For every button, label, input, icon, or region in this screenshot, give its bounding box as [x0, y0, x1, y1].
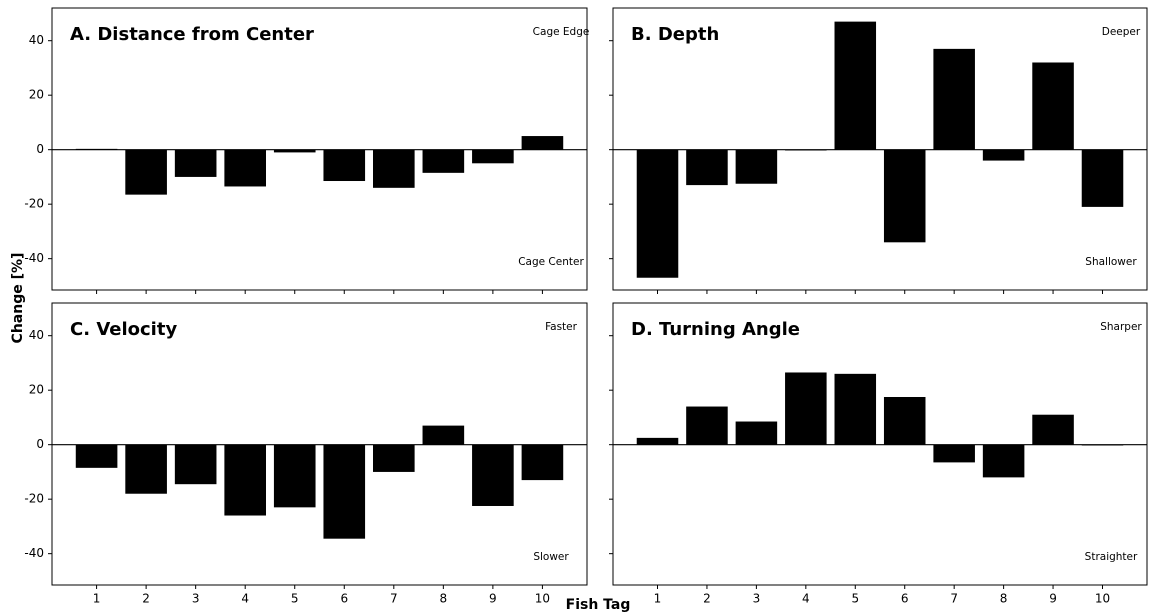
top-note: Deeper — [1102, 26, 1141, 38]
x-tick-label: 3 — [753, 592, 761, 606]
x-axis-label: Fish Tag — [566, 597, 631, 613]
plot-frame — [51, 7, 588, 291]
x-tick-label: 8 — [1000, 592, 1008, 606]
bar — [933, 48, 975, 150]
bottom-note: Shallower — [1085, 256, 1137, 268]
bar — [636, 437, 679, 445]
y-tick-label: 20 — [29, 383, 44, 397]
plot-frame — [51, 302, 588, 586]
bar — [785, 372, 827, 445]
bottom-note: Straighter — [1085, 551, 1138, 563]
panel-title: C. Velocity — [70, 319, 177, 340]
bar — [982, 149, 1025, 161]
x-tick-label: 10 — [535, 592, 550, 606]
bar — [472, 149, 514, 164]
bottom-note: Cage Center — [518, 256, 584, 268]
x-tick-label: 10 — [1095, 592, 1110, 606]
bar — [422, 425, 465, 445]
bar — [273, 149, 316, 153]
bar — [273, 444, 316, 508]
bar — [735, 149, 778, 184]
y-tick-label: 0 — [36, 437, 44, 451]
x-tick-label: 9 — [1049, 592, 1057, 606]
bar — [834, 21, 877, 150]
bar — [735, 421, 778, 445]
plot-frame — [612, 302, 1148, 586]
x-tick-label: 8 — [440, 592, 448, 606]
y-tick-label: -20 — [24, 197, 44, 211]
bar — [1081, 149, 1124, 207]
bar — [521, 444, 564, 481]
bar — [125, 444, 167, 494]
bar — [174, 444, 217, 485]
bar — [75, 444, 118, 468]
y-tick-label: 40 — [29, 33, 44, 47]
x-tick-label: 6 — [901, 592, 909, 606]
x-tick-label: 7 — [950, 592, 958, 606]
bottom-note: Slower — [533, 551, 569, 563]
bar — [686, 406, 728, 445]
bar — [834, 373, 877, 445]
bar — [686, 149, 728, 186]
bar — [933, 444, 975, 463]
x-tick-label: 1 — [654, 592, 662, 606]
bar — [373, 444, 415, 472]
plot-frame — [612, 7, 1148, 291]
bar — [125, 149, 167, 195]
x-tick-label: 4 — [241, 592, 249, 606]
bar — [1032, 62, 1074, 150]
x-tick-label: 3 — [192, 592, 200, 606]
x-tick-label: 5 — [291, 592, 299, 606]
panel-title: D. Turning Angle — [631, 319, 800, 340]
y-tick-label: 0 — [36, 142, 44, 156]
panel-title: B. Depth — [631, 24, 719, 45]
top-note: Cage Edge — [533, 26, 590, 38]
x-tick-label: 7 — [390, 592, 398, 606]
bar — [472, 444, 514, 506]
bar — [373, 149, 415, 188]
x-tick-label: 1 — [93, 592, 101, 606]
x-tick-label: 5 — [851, 592, 859, 606]
y-axis-label: Change [%] — [10, 253, 26, 344]
bar — [636, 149, 679, 278]
bar — [883, 397, 926, 445]
x-tick-label: 9 — [489, 592, 497, 606]
y-tick-label: -40 — [24, 546, 44, 560]
top-note: Faster — [545, 321, 578, 333]
bar — [422, 149, 465, 173]
y-tick-label: 40 — [29, 328, 44, 342]
bar — [521, 136, 564, 150]
top-note: Sharper — [1100, 321, 1142, 333]
y-tick-label: -20 — [24, 492, 44, 506]
bar — [982, 444, 1025, 478]
panel-title: A. Distance from Center — [70, 24, 314, 45]
bar — [323, 149, 366, 182]
x-tick-label: 2 — [703, 592, 711, 606]
bar — [883, 149, 926, 243]
bar — [224, 444, 266, 516]
x-tick-label: 2 — [142, 592, 150, 606]
y-tick-label: -40 — [24, 251, 44, 265]
bar — [174, 149, 217, 177]
bar — [1032, 414, 1074, 445]
y-tick-label: 20 — [29, 88, 44, 102]
x-tick-label: 4 — [802, 592, 810, 606]
x-tick-label: 6 — [340, 592, 348, 606]
bar — [323, 444, 366, 539]
bar — [224, 149, 266, 187]
